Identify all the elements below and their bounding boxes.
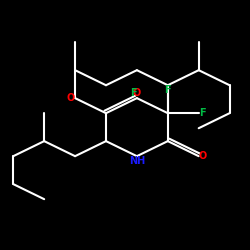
Text: F: F bbox=[199, 108, 205, 118]
Text: O: O bbox=[199, 151, 207, 161]
Text: NH: NH bbox=[129, 156, 145, 166]
Text: O: O bbox=[67, 93, 75, 103]
Text: O: O bbox=[133, 88, 141, 98]
Text: F: F bbox=[164, 85, 171, 95]
Text: F: F bbox=[130, 88, 137, 98]
